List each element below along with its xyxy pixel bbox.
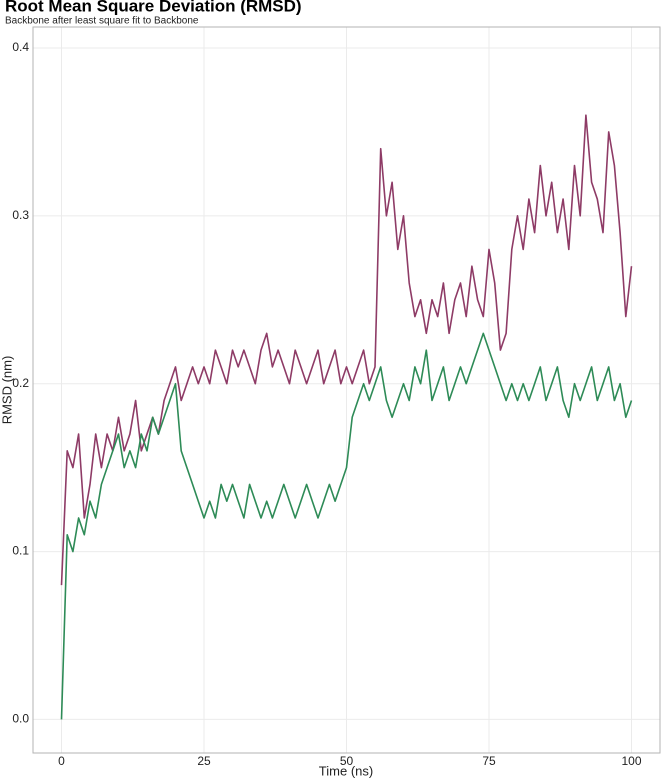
y-tick-label: 0.0 xyxy=(12,712,29,726)
y-axis-label: RMSD (nm) xyxy=(0,356,14,425)
x-axis-label: Time (ns) xyxy=(319,763,373,778)
x-tick-label: 75 xyxy=(482,754,496,768)
y-tick-label: 0.3 xyxy=(12,208,29,222)
x-tick-label: 25 xyxy=(197,754,211,768)
x-tick-label: 50 xyxy=(340,754,354,768)
chart-subtitle: Backbone after least square fit to Backb… xyxy=(5,16,199,27)
x-tick-label: 100 xyxy=(621,754,641,768)
y-tick-label: 0.1 xyxy=(12,544,29,558)
data-line xyxy=(60,332,633,720)
chart-title: Root Mean Square Deviation (RMSD) xyxy=(5,0,302,15)
y-tick-label: 0.2 xyxy=(12,376,29,390)
panel-border xyxy=(32,26,661,754)
x-tick-label: 0 xyxy=(58,754,65,768)
y-tick-label: 0.4 xyxy=(12,40,29,54)
